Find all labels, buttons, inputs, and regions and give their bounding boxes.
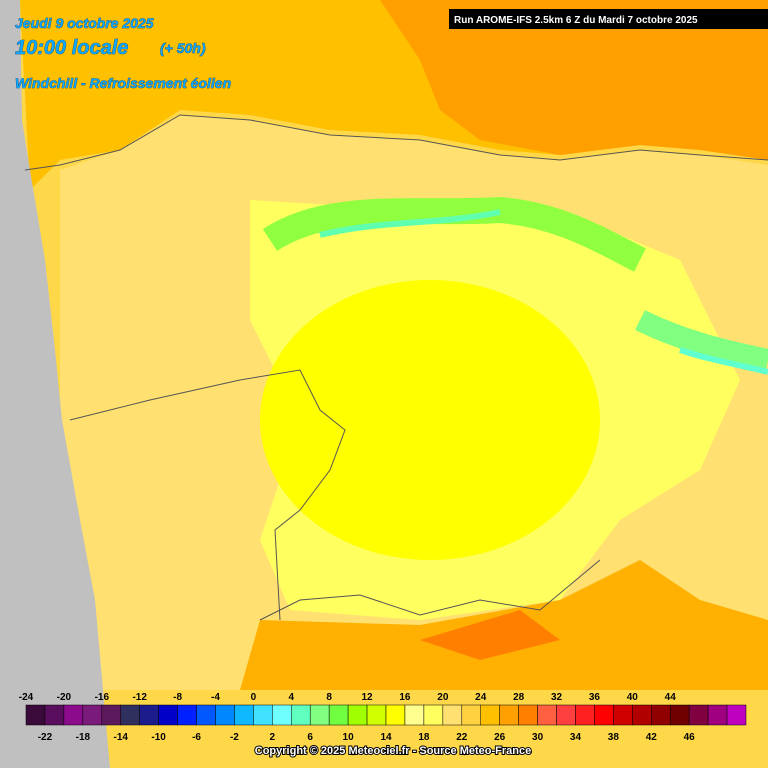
plateau-core [260,280,600,560]
border [259,559,601,621]
legend-swatch [669,704,690,726]
run-box [449,9,768,29]
legend-label: 22 [456,732,468,743]
legend-swatch [556,704,576,726]
date: Jeudi 9 octobre 2025 [15,15,154,31]
legend-label: 4 [288,692,294,703]
subtitle: Windchill - Refroissement éolien [15,75,231,91]
legend-label: -2 [230,732,239,743]
legend-label: -24 [19,692,34,703]
legend-swatch [272,704,292,726]
legend-label: -8 [173,692,182,703]
legend-swatch [215,704,235,726]
legend-swatch [651,704,671,726]
legend-label: 6 [307,732,313,743]
legend-label: 24 [475,692,487,703]
legend-swatch [480,704,500,726]
legend-label: 42 [646,732,658,743]
legend: -24-22-20-18-16-14-12-10-8-6-4-202468101… [19,692,747,743]
legend-label: 14 [380,732,392,743]
legend-swatch [234,704,254,726]
legend-label: 12 [361,692,373,703]
legend-label: -6 [192,732,201,743]
legend-label: -12 [132,692,147,703]
mountain-east [635,310,768,371]
legend-swatch [196,704,216,726]
offset: (+ 50h) [160,40,206,56]
sea-warm [380,0,768,160]
legend-swatch [82,704,103,726]
legend-label: -16 [95,692,110,703]
legend-swatch [404,704,425,726]
legend-label: 0 [251,692,257,703]
legend-swatch [461,704,481,726]
legend-label: 34 [570,732,582,743]
legend-swatch [518,704,538,726]
legend-swatch [25,704,46,726]
run-info: Run AROME-IFS 2.5km 6 Z du Mardi 7 octob… [454,15,698,26]
legend-swatch [385,704,406,726]
legend-label: -22 [38,732,53,743]
legend-swatch [253,704,273,726]
legend-label: 20 [437,692,449,703]
legend-swatch [347,704,368,726]
mountain-east-peaks [679,347,768,375]
legend-swatch [291,704,311,726]
south-hot [420,610,560,660]
legend-swatch [726,704,747,726]
legend-swatch [309,704,330,726]
legend-label: -20 [57,692,72,703]
legend-swatch [442,704,463,726]
coastline [24,114,768,171]
legend-swatch [537,704,557,726]
no-data-area [0,0,110,768]
copyright: Copyright © 2025 Meteociel.fr - Source M… [255,745,531,757]
mountain-peaks [319,209,501,238]
legend-label: -10 [151,732,166,743]
legend-swatch [44,704,65,726]
legend-swatch [499,704,519,726]
legend-label: 44 [665,692,677,703]
legend-label: 10 [343,732,355,743]
legend-label: 38 [608,732,620,743]
legend-swatch [632,704,652,726]
legend-swatch [139,704,159,726]
mountain-band [262,196,646,272]
legend-label: 32 [551,692,563,703]
legend-swatch [101,704,121,726]
legend-swatch [575,704,595,726]
legend-label: 16 [399,692,411,703]
legend-swatch [158,704,178,726]
legend-label: 46 [684,732,696,743]
legend-swatch [688,704,709,726]
time: 10:00 locale [15,37,128,59]
legend-label: -14 [114,732,129,743]
legend-swatch [423,704,444,726]
legend-swatch [177,704,197,726]
legend-label: 30 [532,732,544,743]
legend-label: 2 [270,732,276,743]
legend-label: 8 [326,692,332,703]
legend-label: 26 [494,732,506,743]
legend-swatch [707,704,728,726]
border [69,379,241,421]
legend-swatch [613,704,633,726]
legend-swatch [366,704,387,726]
legend-label: -4 [211,692,220,703]
border [239,369,346,621]
legend-label: -18 [76,732,91,743]
legend-label: 40 [627,692,639,703]
legend-swatch [594,704,614,726]
legend-label: 28 [513,692,525,703]
legend-swatch [328,704,349,726]
legend-label: 18 [418,732,430,743]
legend-swatch [63,704,84,726]
legend-label: 36 [589,692,601,703]
legend-swatch [120,704,140,726]
